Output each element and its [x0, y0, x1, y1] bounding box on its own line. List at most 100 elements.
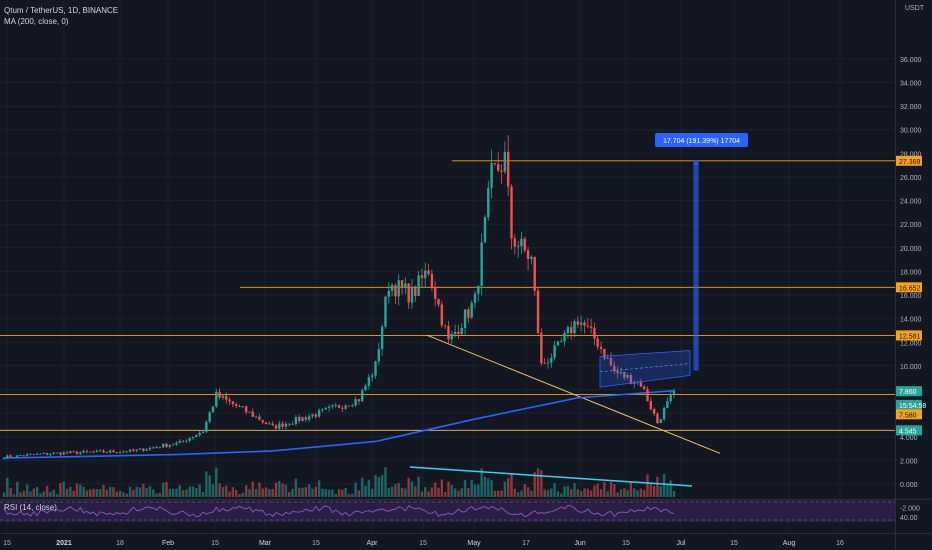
- volume-bar: [301, 487, 304, 497]
- candle-body: [294, 417, 298, 424]
- volume-bar: [231, 487, 235, 497]
- volume-bar: [32, 488, 36, 497]
- volume-bar: [341, 489, 344, 497]
- volume-bar: [291, 488, 294, 497]
- time-tick-label: 15: [211, 540, 219, 547]
- candle-body: [563, 332, 566, 342]
- price-tick-label: 18.000: [900, 269, 922, 276]
- volume-bar: [506, 478, 510, 497]
- time-tick-label: 15: [730, 540, 738, 547]
- volume-trendline[interactable]: [409, 466, 693, 487]
- volume-bar: [603, 481, 606, 497]
- candle-body: [417, 275, 420, 296]
- ma-indicator-label[interactable]: MA (200, close, 0): [4, 17, 69, 26]
- candle-body: [261, 420, 264, 423]
- volume-bar: [364, 485, 367, 497]
- candle-body: [341, 407, 344, 409]
- candle-body: [155, 447, 158, 448]
- bull-flag-channel[interactable]: [599, 350, 691, 388]
- candle-body: [599, 346, 603, 349]
- volume-bar: [420, 491, 424, 497]
- volume-bar: [211, 484, 215, 497]
- candle-body: [364, 385, 367, 391]
- volume-bar: [361, 477, 364, 497]
- candle-body: [540, 333, 543, 364]
- volume-bar: [563, 486, 566, 497]
- volume-bar: [178, 485, 182, 497]
- candle-body: [304, 417, 308, 420]
- volume-bar: [374, 475, 377, 497]
- volume-bar: [12, 494, 16, 497]
- volume-bar: [75, 483, 79, 497]
- candle-body: [178, 440, 182, 443]
- descending-trendline[interactable]: [426, 334, 721, 454]
- volume-bar: [380, 474, 384, 497]
- volume-bar: [39, 493, 42, 497]
- candle-body: [6, 455, 9, 459]
- candlesticks: [2, 135, 676, 460]
- volume-bar: [387, 487, 390, 497]
- candle-body: [75, 451, 79, 454]
- candle-body: [145, 449, 148, 451]
- candle-body: [526, 250, 530, 260]
- candle-body: [12, 456, 16, 458]
- volume-bar: [165, 481, 168, 497]
- candle-body: [138, 448, 142, 450]
- candle-body: [225, 395, 228, 400]
- candle-body: [626, 375, 629, 378]
- candle-body: [477, 285, 480, 294]
- volume-bar: [42, 491, 46, 497]
- candle-body: [633, 382, 636, 385]
- volume-bar: [324, 489, 327, 497]
- volume-bar: [168, 488, 172, 497]
- candle-body: [414, 287, 417, 296]
- candle-body: [447, 325, 450, 340]
- measure-arrowhead: [693, 160, 699, 165]
- candle-body: [9, 455, 12, 457]
- volume-bar: [357, 490, 361, 497]
- symbol-title[interactable]: Qtum / TetherUS, 1D, BINANCE: [4, 6, 119, 15]
- candle-body: [181, 440, 185, 442]
- candle-body: [430, 274, 434, 287]
- volume-bar: [473, 484, 477, 497]
- volume-bar: [284, 484, 288, 497]
- volume-bar: [321, 488, 324, 497]
- currency-label: USDT: [904, 5, 924, 12]
- candle-body: [185, 440, 188, 442]
- price-range-measure[interactable]: 17.704 (191.39%) 17704: [655, 133, 748, 371]
- volume-bar: [463, 480, 467, 497]
- candle-body: [493, 162, 497, 165]
- candle-body: [550, 357, 553, 363]
- volume-bar: [72, 490, 75, 497]
- volume-bar: [430, 487, 434, 497]
- candle-body: [331, 405, 334, 407]
- candle-body: [82, 451, 85, 453]
- time-axis[interactable]: 15 2021 18 Feb 15 Mar 15 Apr 15 May 17 Jun 15 Jul 15 Au…: [3, 540, 844, 547]
- volume-bar: [477, 484, 480, 497]
- candle-body: [258, 416, 261, 421]
- volume-bar: [633, 488, 636, 497]
- candle-body: [450, 333, 453, 340]
- candle-body: [102, 450, 105, 453]
- candle-body: [367, 377, 371, 386]
- time-tick-label: 17: [522, 540, 530, 547]
- rsi-indicator-label[interactable]: RSI (14, close): [4, 503, 57, 512]
- time-tick-label: Apr: [367, 540, 379, 547]
- candle-body: [108, 450, 112, 453]
- volume-bar: [497, 490, 500, 497]
- price-label-box: [896, 399, 922, 410]
- volume-bar: [642, 489, 646, 497]
- volume-bar: [135, 486, 138, 497]
- candle-body: [586, 325, 589, 327]
- volume-bar: [536, 468, 540, 497]
- candle-body: [321, 409, 324, 411]
- candle-body: [115, 452, 118, 453]
- ma-200-line: [3, 389, 675, 459]
- volume-bar: [434, 482, 437, 497]
- volume-bar: [404, 488, 407, 497]
- candle-body: [274, 425, 278, 429]
- volume-bar: [248, 489, 251, 497]
- volume-bar: [666, 483, 669, 497]
- candle-body: [39, 453, 42, 455]
